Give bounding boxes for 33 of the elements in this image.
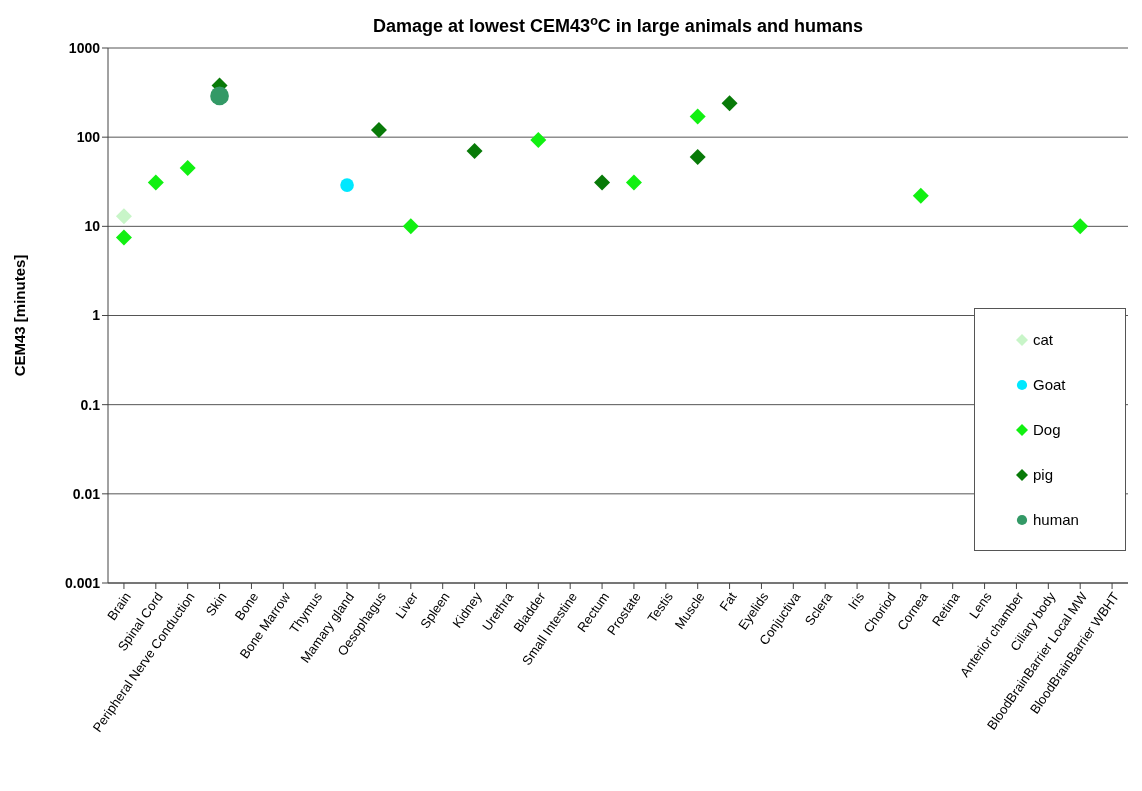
- y-tick-label: 1000: [68, 39, 101, 56]
- x-tick-label: Fat: [716, 589, 740, 614]
- y-tick-label: 0.001: [64, 574, 101, 591]
- chart-title: Damage at lowest CEM43$^{o}$C in large animals and humans: [373, 14, 863, 36]
- y-tick-label: 0.01: [72, 485, 101, 502]
- legend-label: Goat: [1033, 376, 1066, 393]
- x-tick-label: Iris: [844, 589, 868, 613]
- point: [179, 160, 196, 177]
- point: [689, 148, 706, 165]
- legend-label: Dog: [1033, 421, 1061, 438]
- legend-label: pig: [1033, 466, 1054, 483]
- point: [466, 142, 483, 159]
- point: [721, 95, 738, 112]
- y-tick-label: 100: [76, 129, 101, 146]
- point: [402, 218, 419, 235]
- point: [912, 187, 929, 204]
- legend-label: cat: [1033, 331, 1054, 348]
- point: [340, 178, 354, 192]
- point: [594, 174, 611, 191]
- y-axis-title: CEM43 [minutes]: [11, 254, 29, 377]
- point: [210, 86, 229, 106]
- point: [147, 174, 164, 191]
- point: [625, 174, 642, 191]
- point: [370, 122, 387, 139]
- y-tick-label: 10: [84, 218, 101, 235]
- point: [1072, 218, 1089, 235]
- point: [530, 131, 547, 148]
- point: [115, 208, 132, 225]
- point: [689, 108, 706, 125]
- y-tick-label: 0.1: [80, 396, 101, 413]
- legend-label: human: [1033, 511, 1079, 528]
- point: [115, 229, 132, 246]
- y-tick-label: 1: [92, 307, 101, 324]
